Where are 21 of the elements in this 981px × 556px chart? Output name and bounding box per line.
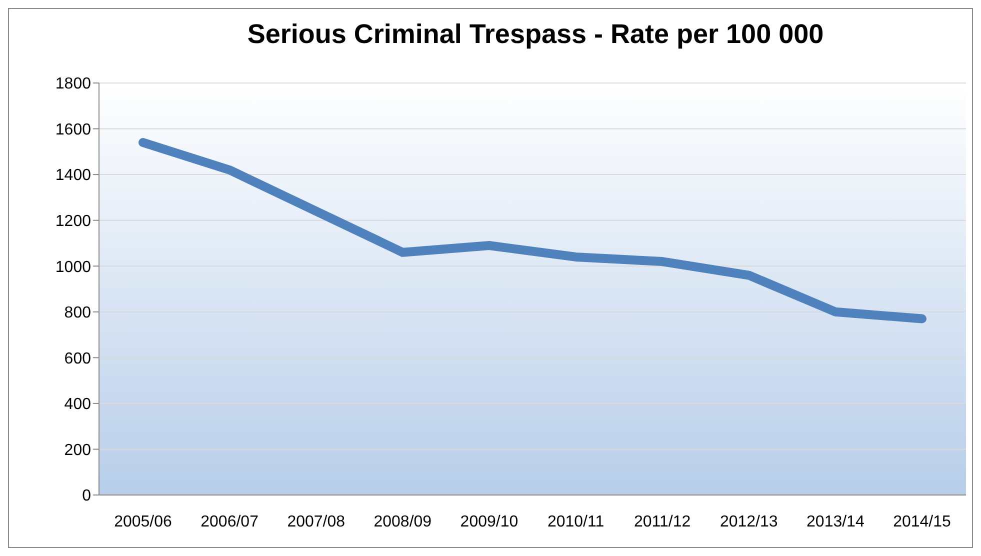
x-tick-label: 2005/06 [114, 513, 172, 530]
x-tick-label: 2006/07 [200, 513, 259, 530]
x-tick-label: 2014/15 [893, 513, 952, 530]
y-tick-label: 1600 [55, 121, 92, 138]
x-tick-label: 2009/10 [460, 513, 518, 530]
x-tick-label: 2011/12 [634, 513, 691, 530]
x-tick-label: 2010/11 [547, 513, 604, 530]
y-tick-label: 200 [64, 442, 92, 459]
x-tick-label: 2013/14 [806, 513, 864, 530]
y-tick-label: 1400 [55, 167, 92, 184]
y-tick-label: 1000 [55, 258, 92, 276]
x-tick-label: 2012/13 [720, 513, 778, 530]
y-tick-label: 800 [64, 304, 92, 322]
y-tick-label: 400 [64, 396, 92, 414]
x-tick-label: 2008/09 [374, 513, 432, 530]
y-tick-label: 1800 [55, 76, 92, 93]
chart-title: Serious Criminal Trespass - Rate per 100 000 [246, 19, 825, 50]
y-tick-label: 600 [64, 350, 92, 368]
x-tick-label: 2007/08 [287, 513, 346, 530]
y-tick-label: 0 [82, 488, 92, 505]
y-tick-label: 1200 [55, 213, 92, 230]
